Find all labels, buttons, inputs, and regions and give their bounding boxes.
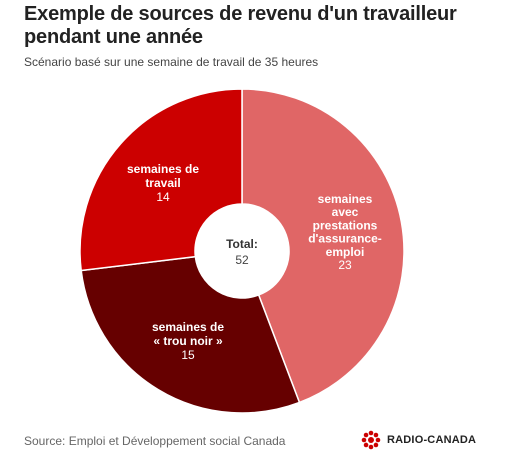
logo-center	[368, 437, 374, 443]
slice-value-trou: 15	[181, 348, 195, 362]
slice-label-line: d'assurance-	[308, 232, 382, 246]
donut-slice-travail	[79, 88, 243, 272]
slice-label-line: semaines	[318, 192, 373, 206]
slice-label-line: « trou noir »	[153, 334, 223, 348]
slice-label-line: semaines de	[152, 320, 224, 334]
slice-label-line: avec	[332, 205, 359, 219]
logo-dot	[368, 430, 374, 436]
logo-dot	[373, 442, 379, 448]
source-note: Source: Emploi et Développement social C…	[24, 434, 286, 448]
slice-label-ae: semaines avec prestations d'assurance-emplo…	[308, 192, 382, 272]
logo-dot	[363, 432, 369, 438]
center-total-label: Total:	[226, 237, 258, 251]
slice-label-line: emploi	[326, 245, 365, 259]
donut-slice-trou	[80, 255, 301, 414]
slice-value-travail: 14	[156, 190, 170, 204]
logo-dot	[363, 442, 369, 448]
logo-dot	[368, 444, 374, 450]
logo-dot	[361, 437, 367, 443]
slice-label-line: travail	[145, 176, 180, 190]
donut-slice-ae	[241, 88, 405, 404]
slice-value-ae: 23	[338, 258, 352, 272]
slice-label-line: prestations	[313, 218, 378, 232]
brand-logo: RADIO-CANADA	[360, 430, 476, 450]
radio-canada-logo-icon	[361, 430, 381, 450]
slice-label-trou: semaines de « trou noir » 15	[152, 320, 224, 362]
logo-dot	[373, 432, 379, 438]
chart-title: Exemple de sources de revenu d'un travai…	[24, 3, 457, 48]
brand-name: RADIO-CANADA	[387, 434, 477, 446]
logo-dot	[375, 437, 381, 443]
chart-subtitle: Scénario basé sur une semaine de travail…	[24, 55, 319, 69]
slice-label-travail: semaines de travail 14	[127, 162, 199, 204]
center-total-value: 52	[235, 253, 249, 267]
slice-label-line: semaines de	[127, 162, 199, 176]
